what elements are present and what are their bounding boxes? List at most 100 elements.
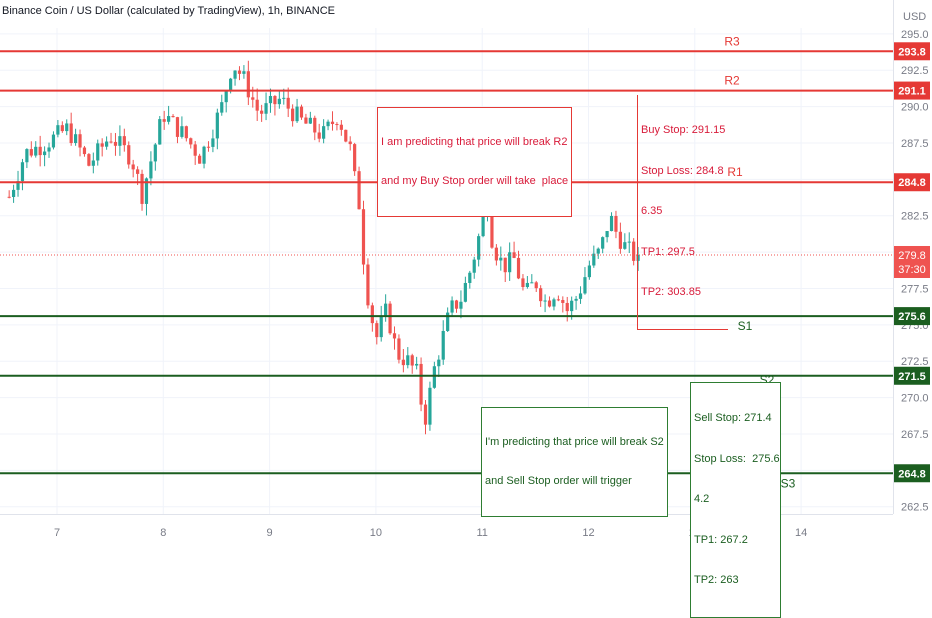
- candle: [109, 132, 113, 144]
- candle-body: [570, 300, 574, 312]
- candle-body: [534, 282, 538, 289]
- candle: [105, 136, 109, 150]
- candle: [397, 334, 401, 364]
- candle-body: [202, 146, 206, 164]
- candle: [122, 128, 126, 152]
- candle-body: [96, 143, 100, 161]
- price-tick-label: 270.0: [901, 393, 929, 405]
- candle: [477, 233, 481, 267]
- candle: [215, 108, 219, 150]
- candle-body: [477, 236, 481, 260]
- sell-stop-line-1: Sell Stop: 271.4: [694, 412, 772, 424]
- level-price-tag-s3: [894, 464, 930, 483]
- candle: [47, 142, 51, 158]
- candle-body: [7, 196, 11, 198]
- time-tick-label: 12: [582, 527, 594, 539]
- candle-body: [437, 359, 441, 367]
- candle-body: [552, 299, 556, 307]
- candle: [636, 246, 640, 271]
- candle: [291, 104, 295, 127]
- r2-prediction-note[interactable]: I am predicting that price will break R2…: [377, 107, 573, 217]
- candle: [406, 347, 410, 369]
- candle-body: [304, 117, 308, 124]
- candle: [20, 158, 25, 191]
- candle: [268, 88, 273, 113]
- candle: [91, 152, 95, 174]
- candle-body: [353, 144, 357, 172]
- level-price-label-r1: 284.8: [898, 177, 926, 189]
- candle-body: [512, 252, 516, 258]
- candle: [42, 146, 47, 167]
- candle: [237, 66, 242, 81]
- candle: [180, 116, 184, 139]
- candle: [189, 137, 193, 149]
- candle-body: [47, 147, 51, 152]
- candle-body: [379, 316, 383, 338]
- candle: [410, 353, 414, 374]
- candle-body: [140, 173, 144, 204]
- candle: [419, 357, 423, 412]
- candle-body: [158, 119, 162, 145]
- candle-body: [149, 161, 153, 179]
- price-chart[interactable]: 295.0292.5290.0287.5285.0282.5280.0277.5…: [0, 0, 932, 550]
- time-tick-label: 14: [795, 527, 807, 539]
- candle-body: [264, 103, 268, 114]
- candle-body: [454, 300, 459, 309]
- candle-body: [136, 169, 140, 174]
- candle-body: [472, 259, 476, 273]
- price-tick-label: 272.5: [901, 356, 929, 368]
- candle: [587, 260, 591, 280]
- candle-body: [20, 162, 25, 182]
- candle: [295, 98, 299, 123]
- candle: [264, 92, 268, 121]
- candle: [144, 177, 149, 216]
- candle: [614, 210, 618, 239]
- candle: [87, 153, 91, 167]
- candle-body: [627, 241, 631, 243]
- sell-stop-line-5: TP2: 263: [694, 574, 739, 586]
- price-tick-label: 295.0: [901, 29, 929, 41]
- candle-body: [295, 106, 299, 122]
- candle-body: [268, 95, 273, 104]
- candle: [78, 129, 82, 157]
- candle-body: [388, 303, 392, 334]
- candle: [375, 320, 379, 345]
- candle: [543, 294, 547, 313]
- candle-body: [60, 125, 64, 132]
- candle-body: [432, 366, 436, 388]
- candle: [494, 244, 498, 266]
- candle-body: [251, 97, 255, 100]
- candle-body: [428, 387, 432, 425]
- candle-body: [361, 209, 366, 265]
- level-name-r3: R3: [724, 34, 740, 48]
- candle-body: [118, 136, 122, 146]
- candle-body: [335, 124, 339, 126]
- candle-body: [69, 123, 73, 144]
- candle-body: [74, 134, 78, 144]
- candle-body: [401, 359, 405, 366]
- sell-stop-line-2: Stop Loss: 275.6: [694, 452, 780, 465]
- s2-prediction-note[interactable]: I'm predicting that price will break S2 …: [481, 407, 668, 517]
- level-name-s1: S1: [738, 319, 753, 333]
- sell-stop-box[interactable]: Sell Stop: 271.4 Stop Loss: 275.6 4.2 TP…: [690, 382, 781, 618]
- candle-body: [144, 178, 149, 204]
- candle: [149, 151, 153, 186]
- candle-body: [375, 323, 379, 338]
- candle: [423, 400, 428, 435]
- level-name-r1: R1: [727, 165, 743, 179]
- candle-body: [78, 134, 82, 148]
- buy-stop-box[interactable]: Buy Stop: 291.15 Stop Loss: 284.8 6.35 T…: [637, 95, 729, 330]
- candle-body: [105, 141, 109, 147]
- candle: [246, 60, 250, 106]
- candle: [632, 238, 636, 266]
- candle-body: [180, 126, 184, 137]
- candle-body: [636, 254, 640, 261]
- candle: [437, 355, 441, 377]
- candle-body: [65, 123, 69, 132]
- candle-body: [220, 102, 224, 113]
- candle: [361, 200, 366, 275]
- candle: [344, 129, 348, 143]
- candle-body: [291, 108, 295, 122]
- candle: [158, 116, 162, 145]
